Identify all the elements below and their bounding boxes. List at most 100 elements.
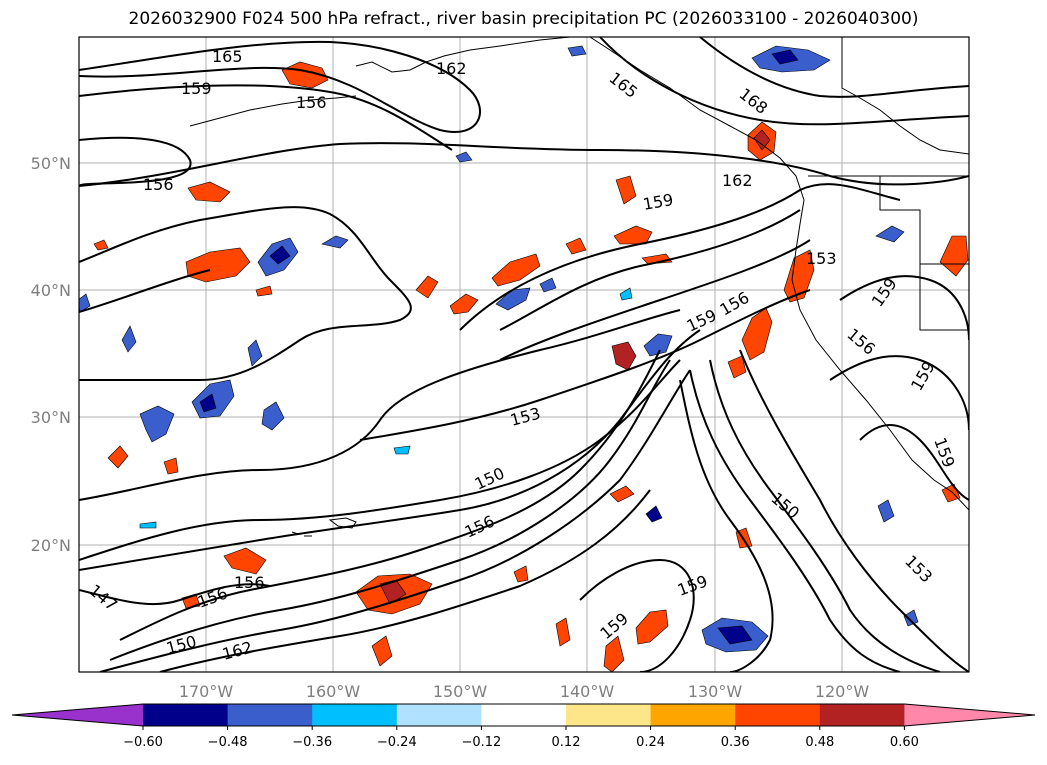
precip-blob bbox=[903, 609, 919, 627]
colorbar-tick-label: −0.48 bbox=[208, 735, 248, 750]
precip-blob bbox=[741, 307, 773, 361]
contour-line bbox=[709, 359, 941, 672]
precip-blob bbox=[635, 609, 669, 645]
contour-label: 156 bbox=[296, 93, 327, 112]
contour-label: 159 bbox=[181, 79, 212, 98]
precip-blob bbox=[771, 49, 799, 65]
precip-blob bbox=[163, 457, 179, 475]
contour-line bbox=[159, 489, 651, 672]
contour-line bbox=[499, 239, 811, 361]
contour-line bbox=[79, 84, 453, 151]
precip-blob bbox=[613, 225, 653, 245]
colorbar-segment bbox=[566, 704, 652, 726]
precip-blob bbox=[449, 293, 479, 315]
border-states bbox=[879, 176, 969, 331]
colorbar-tick-label: 0.24 bbox=[636, 735, 665, 750]
precip-blob bbox=[513, 565, 529, 583]
contour-label: 162 bbox=[436, 59, 467, 78]
precip-blob bbox=[611, 341, 637, 371]
precip-blob bbox=[565, 237, 587, 255]
precip-blob bbox=[269, 245, 291, 265]
precip-blob bbox=[139, 405, 175, 443]
contour-line bbox=[79, 329, 701, 571]
contour-line bbox=[859, 424, 969, 501]
contour-line bbox=[79, 206, 412, 382]
contour-label: 165 bbox=[212, 47, 243, 66]
gridlines bbox=[79, 37, 969, 672]
colorbar-tick-label: −0.60 bbox=[123, 735, 163, 750]
coastline-us-west bbox=[791, 199, 969, 511]
precip-blob bbox=[877, 499, 895, 523]
precip-blob bbox=[939, 235, 969, 277]
precip-blob bbox=[619, 287, 633, 301]
precip-blob bbox=[107, 445, 129, 469]
precip-blob bbox=[615, 175, 637, 205]
lat-label-20: 20°N bbox=[31, 536, 71, 555]
lon-label-150: 150°W bbox=[433, 682, 488, 701]
contour-line bbox=[459, 183, 901, 331]
colorbar-extend-high bbox=[904, 704, 1035, 726]
contour-line bbox=[579, 558, 695, 672]
precip-blob bbox=[753, 129, 771, 151]
precip-blob bbox=[371, 635, 393, 667]
precip-blob bbox=[139, 521, 157, 529]
colorbar-segment bbox=[481, 704, 567, 726]
precip-blob bbox=[247, 339, 263, 367]
colorbar-segment bbox=[312, 704, 398, 726]
contour-line bbox=[99, 369, 691, 672]
precip-blob bbox=[321, 235, 349, 249]
lat-label-30: 30°N bbox=[31, 408, 71, 427]
contour-line bbox=[599, 37, 969, 126]
precip-blob bbox=[609, 485, 635, 503]
precip-positive-shading bbox=[93, 61, 969, 672]
contour-line bbox=[79, 142, 969, 187]
contour-line bbox=[119, 349, 661, 641]
contour-line bbox=[699, 37, 969, 98]
colorbar-tick-label: −0.12 bbox=[461, 735, 501, 750]
precip-blob bbox=[415, 275, 439, 299]
colorbar-segment bbox=[735, 704, 821, 726]
lat-label-40: 40°N bbox=[31, 281, 71, 300]
contour-label: 153 bbox=[806, 249, 837, 268]
contour-line bbox=[829, 355, 969, 431]
precip-blob bbox=[643, 333, 673, 357]
precip-blob bbox=[185, 247, 251, 283]
contour-label: 156 bbox=[234, 573, 265, 592]
contour-line bbox=[839, 275, 969, 341]
contour-line bbox=[79, 583, 271, 606]
lon-label-130: 130°W bbox=[688, 682, 743, 701]
lon-label-120: 120°W bbox=[815, 682, 870, 701]
border-alaska bbox=[841, 37, 969, 155]
precip-blob bbox=[783, 249, 815, 303]
precip-blob bbox=[379, 579, 407, 605]
precip-blob bbox=[261, 401, 285, 431]
precip-blob bbox=[727, 355, 747, 379]
precip-blob bbox=[717, 625, 753, 645]
latitude-labels: 50°N 40°N 30°N 20°N bbox=[31, 154, 71, 555]
precip-blob bbox=[555, 617, 571, 647]
colorbar-segment bbox=[227, 704, 313, 726]
contour-label: 162 bbox=[722, 171, 753, 190]
precip-negative-shading bbox=[79, 45, 919, 653]
contour-line bbox=[109, 359, 671, 661]
precip-blob bbox=[567, 45, 587, 57]
colorbar: −0.60 −0.48 −0.36 −0.24 −0.12 0.12 0.24 0.36 0.4… bbox=[11, 703, 1036, 750]
colorbar-segment bbox=[396, 704, 482, 726]
colorbar-segment bbox=[143, 704, 229, 726]
precip-blob bbox=[187, 181, 231, 203]
colorbar-tick-label: 0.36 bbox=[721, 735, 750, 750]
contour-line bbox=[689, 369, 901, 672]
colorbar-tick-label: −0.36 bbox=[292, 735, 332, 750]
lon-label-140: 140°W bbox=[560, 682, 615, 701]
lon-label-170: 170°W bbox=[179, 682, 234, 701]
contour-line bbox=[79, 269, 211, 313]
precip-blob bbox=[645, 505, 663, 523]
map-title: 2026032900 F024 500 hPa refract., river … bbox=[128, 9, 919, 29]
coastline-alaska-peninsula bbox=[189, 95, 357, 127]
precip-blob bbox=[393, 445, 411, 455]
coastline-alaska bbox=[355, 37, 571, 73]
colorbar-tick-label: −0.24 bbox=[377, 735, 417, 750]
refractivity-contours bbox=[79, 37, 969, 672]
colorbar-tick-label: 0.12 bbox=[552, 735, 581, 750]
